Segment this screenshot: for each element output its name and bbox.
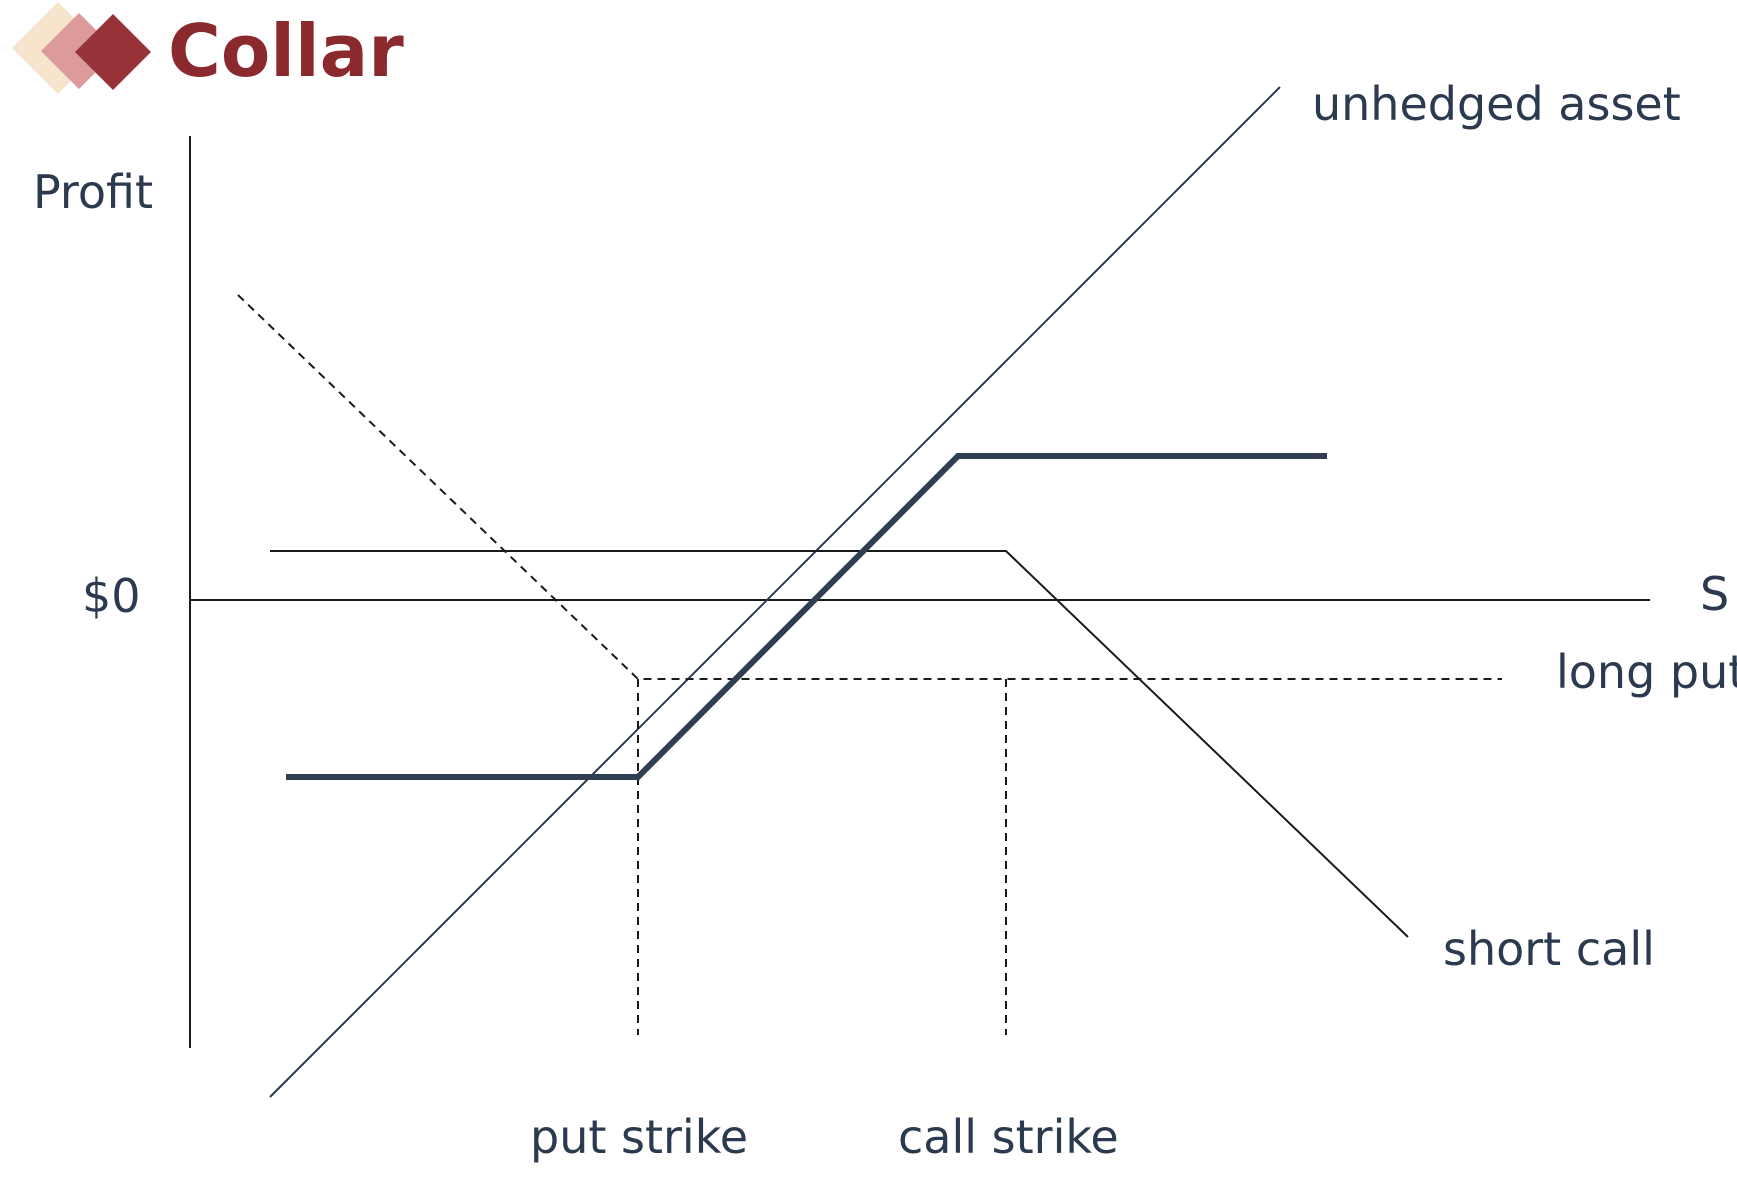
call-strike-label: call strike <box>898 1110 1119 1164</box>
short-call-line <box>270 550 1409 938</box>
collar-payoff-line <box>286 453 1327 780</box>
zero-label: $0 <box>82 569 141 623</box>
unhedged-asset-label: unhedged asset <box>1312 77 1681 131</box>
unhedged-asset-line <box>269 86 1281 1098</box>
long-put-line <box>237 294 1502 680</box>
stacked-diamonds-icon <box>12 2 151 94</box>
x-axis-label: S <box>1700 567 1729 621</box>
y-axis-label: Profit <box>33 165 153 219</box>
short-call-label: short call <box>1443 922 1655 976</box>
put-strike-label: put strike <box>530 1110 748 1164</box>
long-put-label: long put <box>1556 645 1737 699</box>
slide-title: Collar <box>168 9 404 93</box>
